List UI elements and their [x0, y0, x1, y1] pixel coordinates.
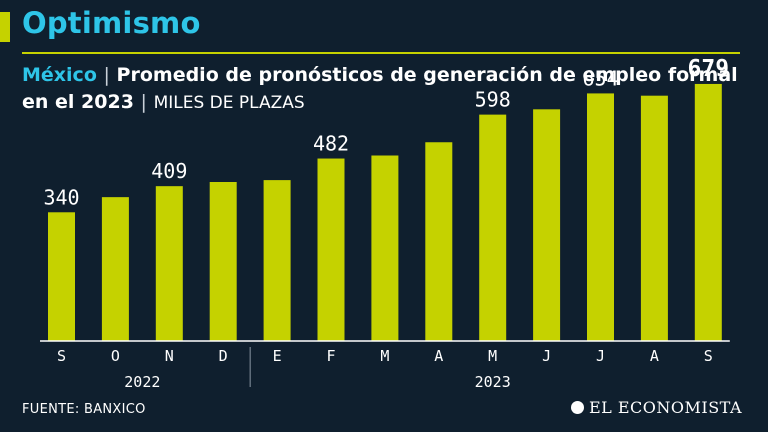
tick-label-4: E — [273, 347, 282, 365]
units-label: MILES DE PLAZAS — [153, 93, 305, 113]
data-label-12: 679 — [688, 56, 730, 82]
bar-1 — [101, 197, 129, 341]
bar-2 — [155, 186, 183, 341]
data-label-0: 340 — [43, 185, 79, 209]
tick-label-5: F — [326, 347, 335, 365]
data-label-5: 482 — [313, 132, 349, 156]
accent-block — [0, 12, 10, 42]
bar-10 — [587, 93, 614, 342]
bar-6 — [371, 155, 399, 341]
tick-label-8: M — [488, 347, 497, 365]
tick-label-1: O — [111, 347, 120, 365]
tick-label-9: J — [542, 347, 551, 365]
bar-11 — [640, 95, 668, 341]
tick-label-3: D — [219, 347, 228, 365]
brand-name: EL ECONOMISTA — [588, 398, 742, 417]
source-note: FUENTE: BANXICO — [22, 402, 146, 417]
year-label-2023: 2023 — [475, 373, 511, 391]
separator-2: | — [140, 91, 147, 113]
bar-9 — [533, 109, 561, 341]
bar-7 — [425, 142, 453, 341]
bar-8 — [479, 114, 507, 341]
data-label-2: 409 — [151, 159, 187, 183]
country-label: México — [22, 64, 97, 86]
tick-label-10: J — [596, 347, 605, 365]
tick-label-0: S — [57, 347, 66, 365]
bar-chart: 340 S O 409 N D E 482 F M A 598 M J 654 J A 679 S 2022 2023 — [40, 56, 730, 391]
tick-label-7: A — [434, 347, 443, 365]
bar-5 — [317, 158, 345, 341]
brand-icon — [570, 401, 584, 414]
header-rule — [22, 52, 740, 54]
bar-12 — [694, 83, 722, 341]
bar-4 — [263, 180, 291, 341]
separator-1: | — [103, 64, 110, 86]
data-label-10: 654 — [582, 66, 618, 90]
bar-3 — [209, 182, 237, 341]
tick-label-11: A — [650, 347, 659, 365]
tick-label-12: S — [704, 347, 713, 365]
tick-label-6: M — [380, 347, 389, 365]
chart-subtitle: México | Promedio de pronósticos de gene… — [22, 62, 742, 117]
data-label-8: 598 — [475, 88, 511, 112]
tick-label-2: N — [165, 347, 174, 365]
subtitle-text: Promedio de pronósticos de generación de… — [22, 64, 738, 113]
bar-0 — [48, 212, 75, 341]
year-label-2022: 2022 — [124, 373, 160, 391]
brand-logo: EL ECONOMISTA — [570, 398, 742, 417]
chart-headline: Optimismo — [22, 6, 201, 40]
